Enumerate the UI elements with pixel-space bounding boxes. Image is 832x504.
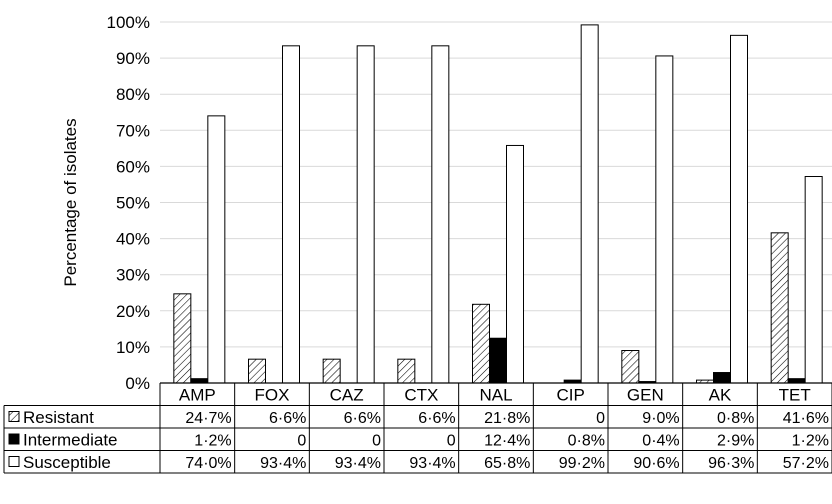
bars (173, 24, 823, 384)
table-cell-value: 99·2% (559, 455, 605, 472)
x-category-label: CIP (556, 386, 584, 405)
bar-susceptible-cip (580, 24, 599, 384)
y-tick-label: 20% (116, 302, 150, 321)
table-cell-value: 93·4% (409, 455, 455, 472)
x-category-label: FOX (255, 386, 290, 405)
y-tick-label: 40% (116, 230, 150, 249)
y-tick-label: 80% (116, 85, 150, 104)
table-cell-value: 0 (372, 433, 381, 450)
bar-susceptible-ak (730, 34, 748, 384)
y-tick-label: 10% (116, 338, 150, 357)
y-tick-label: 0% (125, 374, 150, 393)
table-cell-value: 1·2% (194, 433, 231, 450)
bar-susceptible-tet (804, 176, 823, 384)
bar-susceptible-gen (655, 55, 674, 384)
table-cell-value: 90·6% (633, 455, 679, 472)
bar-resistant-ctx (397, 358, 416, 384)
bar-susceptible-ctx (431, 45, 450, 384)
bar-intermediate-ak (713, 372, 731, 384)
bar-resistant-caz (322, 358, 341, 384)
table-cell-value: 6·6% (418, 410, 455, 427)
bar-susceptible-nal (506, 144, 524, 384)
x-category-label: CAZ (330, 386, 364, 405)
table-cell-value: 0 (447, 433, 456, 450)
y-axis-label: Percentage of isolates (61, 118, 80, 286)
x-category-label: GEN (627, 386, 664, 405)
bar-intermediate-nal (489, 337, 507, 384)
table-cell-value: 65·8% (484, 455, 530, 472)
bar-susceptible-caz (356, 45, 375, 384)
table-cell-value: 6·6% (344, 410, 381, 427)
table-cell-value: 93·4% (260, 455, 306, 472)
table-cell-value: 21·8% (484, 410, 530, 427)
bar-susceptible-fox (282, 45, 300, 384)
legend-key-resistant (8, 411, 20, 422)
x-category-label: AK (709, 386, 732, 405)
table-cell-value: 2·9% (717, 433, 754, 450)
table-cell-value: 57·2% (783, 455, 829, 472)
table-cell-value: 12·4% (484, 433, 530, 450)
table-cell-value: 96·3% (708, 455, 754, 472)
axes: 0% 10% 20% 30% 40% 50% 60% 70% 80% 90% 100% Percent… (61, 13, 832, 393)
x-category-label: AMP (179, 386, 216, 405)
table-cell-value: 41·6% (783, 410, 829, 427)
table-cell-value: 0 (297, 433, 306, 450)
bar-resistant-gen (621, 350, 640, 384)
y-tick-label: 50% (116, 194, 150, 213)
table-cell-value: 0·8% (568, 433, 605, 450)
legend-label-susceptible: Susceptible (23, 453, 111, 472)
bar-resistant-fox (248, 358, 266, 384)
legend-key-intermediate (8, 433, 20, 445)
bar-resistant-amp (173, 293, 192, 384)
table-cell-value: 74·0% (185, 455, 231, 472)
table-cell-value: 93·4% (335, 455, 381, 472)
x-category-label: NAL (479, 386, 512, 405)
x-category-label: CTX (404, 386, 438, 405)
y-tick-label: 100% (107, 13, 150, 32)
table-cell-value: 9·0% (642, 410, 679, 427)
data-table: AMP FOX CAZ CTX NAL CIP GEN AK TET Resistant 24·7%… (3, 383, 832, 474)
table-cell-value: 24·7% (185, 410, 231, 427)
x-category-label: TET (779, 386, 811, 405)
table-cell-value: 1·2% (792, 433, 829, 450)
legend-label-intermediate: Intermediate (23, 431, 118, 450)
table-cell-value: 0·8% (717, 410, 754, 427)
bar-intermediate-amp (190, 378, 209, 384)
y-tick-label: 90% (116, 49, 150, 68)
gridlines (160, 21, 832, 348)
legend-label-resistant: Resistant (23, 408, 94, 427)
bar-susceptible-amp (207, 115, 226, 384)
table-cell-value: 6·6% (269, 410, 306, 427)
table-cell-value: 0·4% (642, 433, 679, 450)
legend-key-susceptible (8, 456, 20, 467)
y-tick-label: 30% (116, 266, 150, 285)
bar-resistant-nal (472, 303, 490, 384)
table-cell-value: 0 (596, 410, 605, 427)
bar-intermediate-tet (787, 378, 806, 384)
y-tick-label: 60% (116, 157, 150, 176)
y-tick-label: 70% (116, 121, 150, 140)
bar-resistant-tet (770, 232, 789, 384)
